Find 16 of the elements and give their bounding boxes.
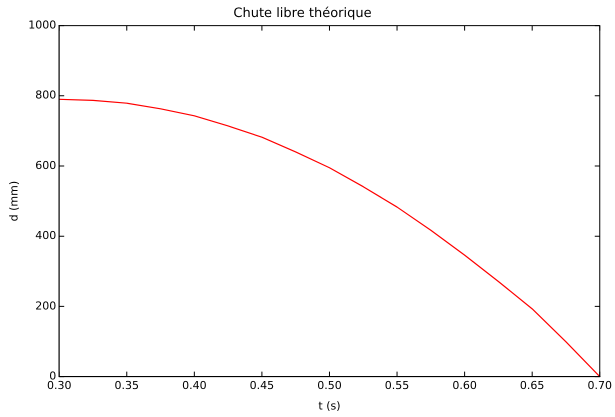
x-tick-label: 0.40: [182, 379, 207, 392]
chart-title: Chute libre théorique: [233, 6, 372, 22]
x-tick-label: 0.60: [452, 379, 477, 392]
x-tick-label: 0.50: [317, 379, 342, 392]
x-tick-label: 0.65: [520, 379, 544, 392]
y-tick-label: 600: [35, 158, 56, 172]
y-tick-label: 400: [35, 229, 56, 242]
y-axis-title: d (mm): [7, 180, 20, 222]
x-tick-label: 0.55: [384, 379, 410, 392]
x-tick-label: 0.70: [588, 379, 612, 392]
x-tick-label: 0.35: [114, 379, 140, 392]
x-axis-title: t (s): [318, 399, 341, 412]
y-tick-label: 1000: [28, 18, 56, 32]
y-tick-label: 800: [35, 88, 56, 102]
y-tick-label: 200: [35, 299, 56, 312]
x-tick-label: 0.45: [250, 379, 274, 392]
